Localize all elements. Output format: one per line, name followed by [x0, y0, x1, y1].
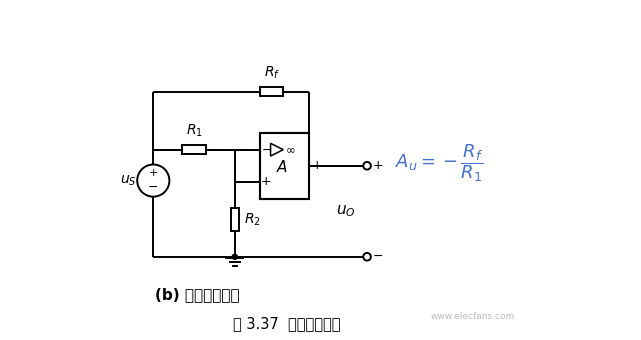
Text: +: + — [372, 159, 383, 172]
Circle shape — [137, 165, 169, 197]
Bar — [183, 146, 206, 154]
Text: $+$: $+$ — [260, 175, 272, 188]
Bar — [260, 87, 283, 96]
Text: A: A — [277, 160, 288, 175]
Text: www.elecfans.com: www.elecfans.com — [431, 311, 515, 321]
Text: $A_u = -\dfrac{R_f}{R_1}$: $A_u = -\dfrac{R_f}{R_1}$ — [394, 143, 483, 185]
Text: $+$: $+$ — [311, 159, 322, 172]
Bar — [231, 208, 239, 231]
Text: $\infty$: $\infty$ — [285, 143, 296, 156]
Text: $R_2$: $R_2$ — [244, 211, 261, 227]
Text: $u_O$: $u_O$ — [336, 203, 356, 219]
Text: $R_1$: $R_1$ — [186, 123, 203, 139]
Text: −: − — [148, 181, 158, 194]
Text: −: − — [372, 250, 383, 263]
Text: $u_S$: $u_S$ — [120, 173, 137, 188]
Text: 图 3.37  比例放大电路: 图 3.37 比例放大电路 — [233, 316, 340, 331]
Text: +: + — [149, 168, 158, 179]
Text: $-$: $-$ — [260, 143, 272, 156]
Bar — [260, 133, 309, 199]
Text: $R_f$: $R_f$ — [263, 65, 280, 81]
Text: (b) 反相比例放大: (b) 反相比例放大 — [155, 287, 240, 302]
Circle shape — [232, 254, 237, 259]
